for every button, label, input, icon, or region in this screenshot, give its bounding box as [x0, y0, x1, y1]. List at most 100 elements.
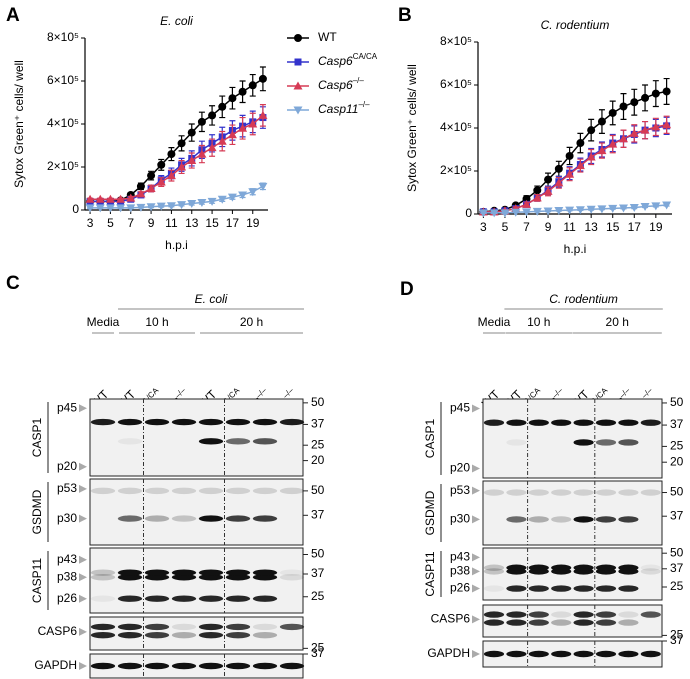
data-point: [187, 200, 197, 209]
data-point: [575, 206, 585, 215]
arrow: [79, 514, 87, 523]
band: [506, 489, 527, 496]
data-point: [218, 102, 227, 111]
blot-panel: [89, 547, 304, 614]
band: [595, 619, 617, 626]
band: [573, 439, 594, 446]
mw-marker: 20: [311, 453, 325, 467]
x-axis-label: h.p.i: [564, 242, 587, 256]
arrow: [79, 404, 87, 413]
data-point: [187, 156, 197, 165]
legend-label-sup: –/–: [358, 100, 370, 109]
y-tick-label: 6×10⁵: [47, 73, 79, 87]
band: [506, 619, 527, 626]
x-tick-label: 15: [205, 216, 219, 230]
arrow: [472, 464, 480, 473]
data-point: [651, 202, 661, 211]
band: [573, 564, 594, 571]
band: [117, 631, 143, 639]
group-label: 20 h: [240, 315, 263, 329]
x-tick-label: 9: [148, 216, 155, 230]
row-label: CASP11: [423, 551, 437, 596]
data-point: [166, 171, 176, 180]
band: [595, 585, 617, 592]
data-point: [489, 209, 499, 218]
band: [198, 595, 224, 602]
band: [279, 623, 305, 631]
mw-marker: 37: [311, 507, 325, 521]
data-point: [619, 102, 628, 111]
band: [198, 438, 224, 445]
panel-letter: D: [400, 279, 414, 300]
band: [528, 516, 549, 523]
blot-panel: [482, 480, 663, 546]
band: [144, 662, 170, 670]
data-point: [629, 204, 639, 213]
band: [595, 611, 617, 618]
x-tick-label: 19: [649, 220, 663, 234]
data-point: [533, 186, 542, 195]
data-point: [85, 204, 95, 213]
y-tick-label: 0: [465, 206, 472, 220]
blot-panel: [89, 478, 304, 546]
data-point: [258, 110, 268, 119]
blot-panel: [482, 547, 663, 601]
x-tick-label: 7: [127, 216, 134, 230]
band-label: p45: [57, 400, 77, 414]
row-label: GSDMD: [30, 489, 44, 534]
x-tick-label: 17: [628, 220, 642, 234]
band: [171, 487, 197, 495]
data-point: [543, 186, 553, 195]
data-point: [522, 199, 531, 208]
data-point: [126, 204, 136, 213]
data-point: [576, 139, 585, 148]
data-point: [608, 108, 617, 117]
band: [198, 515, 224, 522]
series-line: [90, 185, 264, 209]
band: [618, 650, 639, 658]
band: [225, 515, 251, 522]
band-label: p26: [57, 591, 77, 605]
band: [551, 489, 572, 496]
data-point: [586, 205, 596, 214]
band: [551, 619, 572, 626]
band: [640, 489, 661, 496]
panel-letter: C: [6, 273, 20, 294]
data-point: [248, 188, 258, 197]
band: [90, 418, 116, 426]
blot-title: C. rodentium: [549, 292, 618, 306]
data-point: [641, 93, 650, 102]
band-label: p30: [450, 512, 470, 526]
data-point: [197, 198, 207, 207]
y-axis-label: Sytox Green⁺ cells/ well: [12, 60, 26, 188]
band: [551, 419, 572, 426]
mw-marker: 37: [311, 646, 325, 660]
band: [528, 611, 549, 618]
data-point: [177, 139, 186, 148]
data-point: [147, 171, 156, 180]
band: [252, 569, 278, 576]
band-label: p30: [57, 511, 77, 525]
band: [198, 569, 224, 576]
data-point: [630, 98, 639, 107]
band: [640, 611, 661, 618]
mw-marker: 25: [311, 437, 325, 451]
arrow: [79, 573, 87, 582]
data-point: [586, 152, 596, 161]
data-point: [258, 182, 268, 191]
data-point: [248, 119, 258, 128]
band: [252, 595, 278, 602]
band: [279, 574, 305, 581]
arrow: [472, 553, 480, 562]
band: [252, 623, 278, 631]
mw-marker: 50: [311, 395, 325, 409]
band: [225, 569, 251, 576]
band: [506, 650, 527, 658]
data-point: [187, 128, 196, 137]
arrow: [79, 484, 87, 493]
band: [252, 438, 278, 445]
band: [595, 489, 617, 496]
group-label: 10 h: [145, 315, 168, 329]
legend-label-base: Casp6: [318, 78, 353, 92]
